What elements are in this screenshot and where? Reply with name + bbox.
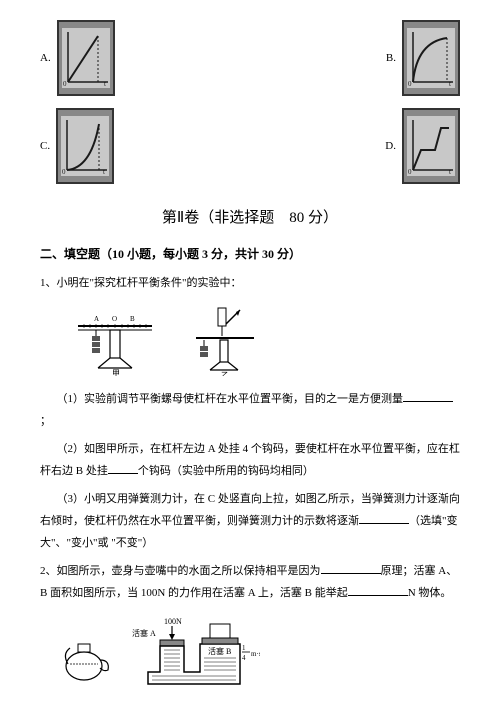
q1-intro: 1、小明在"探究杠杆平衡条件"的实验中： — [40, 272, 460, 294]
q1-sub3: （3）小明又用弹簧测力计，在 C 处竖直向上拉，如图乙所示，当弹簧测力计逐渐向右… — [40, 488, 460, 554]
svg-text:0: 0 — [62, 168, 66, 176]
svg-text:乙: 乙 — [221, 371, 229, 376]
q2-diagram: 活塞 A 100N 活塞 B 1 4 m·s — [60, 614, 260, 694]
q1-sub1-text: （1）实验前调节平衡螺母使杠杆在水平位置平衡，目的之一是方便测量 — [57, 393, 404, 405]
graph-a-svg: t 0 — [62, 28, 110, 88]
q2-a: 2、如图所示，壶身与壶嘴中的水面之所以保持相平是因为 — [40, 565, 321, 577]
q1-sub2-b: 个钩码（实验中所用的钩码均相同） — [138, 465, 314, 477]
svg-text:0: 0 — [408, 80, 412, 88]
lever-diagram-jia: A O B 甲 — [70, 306, 160, 376]
lever-diagram-yi: 乙 — [190, 306, 260, 376]
graph-b-svg: t 0 — [407, 28, 455, 88]
graph-option-c: C. t 0 — [40, 108, 114, 184]
svg-text:t: t — [103, 168, 105, 176]
graph-option-d: D. t 0 — [385, 108, 460, 184]
svg-text:t: t — [449, 168, 451, 176]
graph-row-1: A. t 0 B. t 0 — [40, 20, 460, 96]
section-2-title: 第Ⅱ卷（非选择题 80 分） — [40, 206, 460, 227]
q1-sub1-tail: ； — [40, 415, 51, 427]
graph-c-svg: t 0 — [61, 116, 109, 176]
blank-1[interactable] — [403, 390, 453, 402]
svg-text:A: A — [94, 315, 99, 323]
svg-text:O: O — [112, 315, 117, 323]
option-b-label: B. — [386, 52, 396, 64]
graph-b-box: t 0 — [402, 20, 460, 96]
q2-c: N 物体。 — [408, 587, 452, 599]
option-d-label: D. — [385, 140, 396, 152]
svg-text:B: B — [130, 315, 135, 323]
q1-sub1: （1）实验前调节平衡螺母使杠杆在水平位置平衡，目的之一是方便测量 ； — [40, 388, 460, 432]
svg-text:0: 0 — [63, 80, 67, 88]
blank-5[interactable] — [348, 584, 408, 596]
lever-diagrams: A O B 甲 乙 — [70, 306, 460, 376]
svg-text:0: 0 — [408, 168, 412, 176]
graph-option-a: A. t 0 — [40, 20, 115, 96]
svg-text:1: 1 — [242, 644, 246, 652]
graph-a-box: t 0 — [57, 20, 115, 96]
q2: 2、如图所示，壶身与壶嘴中的水面之所以保持相平是因为原理；活塞 A、B 面积如图… — [40, 560, 460, 604]
blank-4[interactable] — [321, 562, 381, 574]
graph-c-box: t 0 — [56, 108, 114, 184]
svg-text:m·s: m·s — [251, 650, 260, 658]
graph-d-box: t 0 — [402, 108, 460, 184]
q1-sub2: （2）如图甲所示，在杠杆左边 A 处挂 4 个钩码，要使杠杆在水平位置平衡，应在… — [40, 438, 460, 482]
option-c-label: C. — [40, 140, 50, 152]
svg-text:甲: 甲 — [112, 369, 120, 376]
svg-text:t: t — [104, 80, 106, 88]
svg-text:t: t — [449, 80, 451, 88]
blank-3[interactable] — [359, 512, 409, 524]
svg-text:100N: 100N — [164, 617, 182, 626]
graph-option-b: B. t 0 — [386, 20, 460, 96]
option-a-label: A. — [40, 52, 51, 64]
fill-blank-title: 二、填空题（10 小题，每小题 3 分，共计 30 分） — [40, 245, 460, 262]
blank-2[interactable] — [108, 462, 138, 474]
svg-text:活塞 B: 活塞 B — [208, 646, 231, 656]
graph-row-2: C. t 0 D. t 0 — [40, 108, 460, 184]
graph-d-svg: t 0 — [407, 116, 455, 176]
svg-text:4: 4 — [242, 654, 246, 662]
svg-text:活塞 A: 活塞 A — [132, 628, 156, 638]
